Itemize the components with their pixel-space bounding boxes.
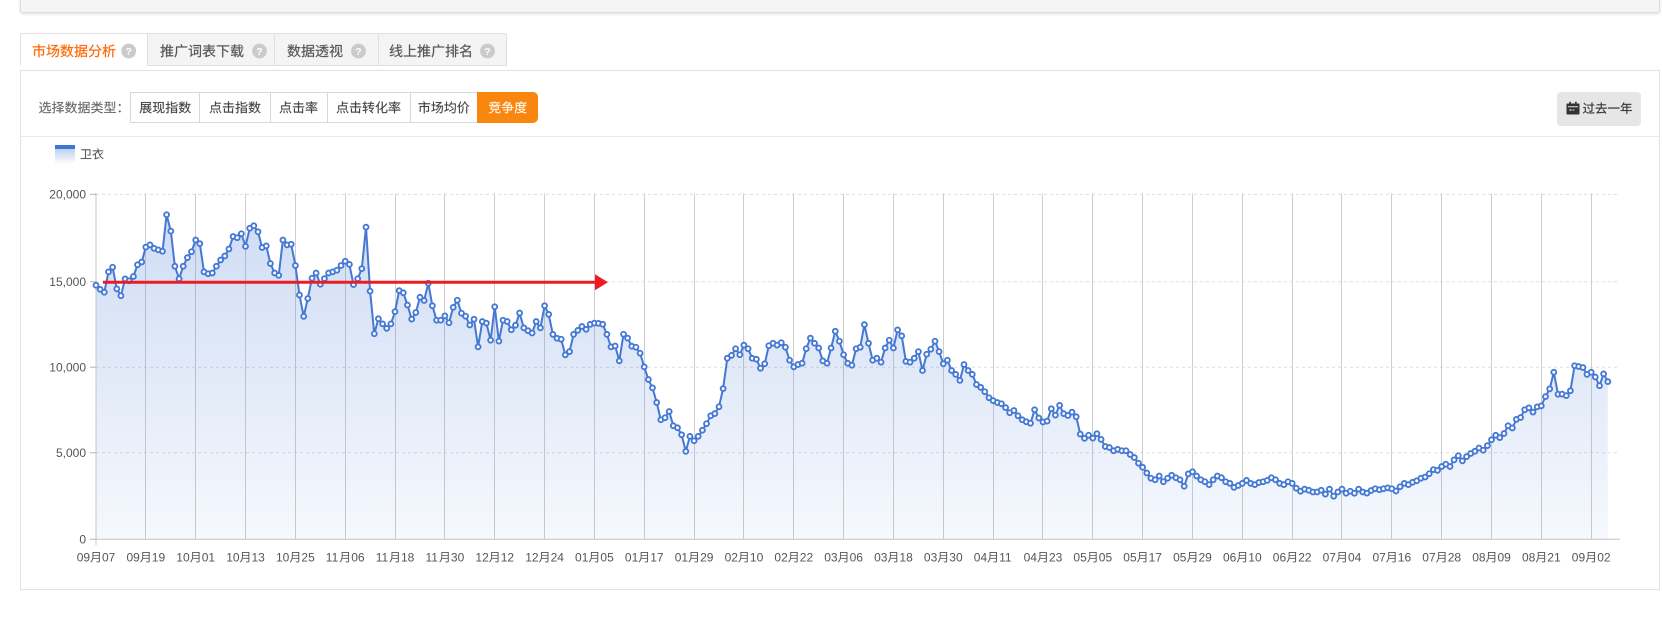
svg-text:11: 11 [426,551,439,565]
svg-text:05: 05 [1173,551,1187,565]
svg-text:04: 04 [1348,551,1362,565]
svg-text:07: 07 [1323,551,1337,565]
svg-text:22: 22 [1298,551,1312,565]
svg-text:29: 29 [700,551,714,565]
svg-text:28: 28 [1448,551,1462,565]
svg-text:?: ? [125,46,131,58]
svg-text:29: 29 [1199,551,1213,565]
svg-text:05: 05 [600,551,614,565]
svg-text:10: 10 [1248,551,1262,565]
svg-text:24: 24 [551,551,565,565]
svg-text:18: 18 [899,551,913,565]
svg-text:03: 03 [874,551,888,565]
svg-text:06: 06 [351,551,365,565]
svg-text:12: 12 [501,551,515,565]
svg-text:06: 06 [850,551,864,565]
svg-text:10: 10 [750,551,764,565]
svg-text:09: 09 [1498,551,1512,565]
svg-text:07: 07 [1422,551,1436,565]
svg-text:?: ? [355,46,361,58]
svg-text:17: 17 [650,551,664,565]
svg-text:01: 01 [575,551,589,565]
svg-text:?: ? [484,46,490,58]
svg-text:15,000: 15,000 [49,275,86,289]
svg-text:09: 09 [77,551,91,565]
svg-text:03: 03 [824,551,838,565]
svg-text:30: 30 [451,551,465,565]
svg-text:?: ? [256,46,262,58]
svg-text:06: 06 [1273,551,1287,565]
svg-text:17: 17 [1149,551,1163,565]
svg-text:11: 11 [326,551,339,565]
svg-text:05: 05 [1123,551,1137,565]
svg-text:08: 08 [1522,551,1536,565]
svg-text:09: 09 [1572,551,1586,565]
svg-text:23: 23 [1049,551,1063,565]
svg-text:09: 09 [127,551,141,565]
svg-text:10: 10 [276,551,290,565]
svg-text:20,000: 20,000 [49,188,86,202]
svg-text:5,000: 5,000 [56,446,86,460]
svg-text:03: 03 [924,551,938,565]
svg-text:05: 05 [1073,551,1087,565]
svg-text:13: 13 [252,551,266,565]
svg-text:01: 01 [625,551,639,565]
svg-text:10,000: 10,000 [49,361,86,375]
svg-text:12: 12 [525,551,539,565]
svg-text:10: 10 [226,551,240,565]
svg-text:0: 0 [79,533,86,547]
svg-text:02: 02 [1597,551,1611,565]
svg-text:16: 16 [1398,551,1412,565]
svg-text:01: 01 [675,551,689,565]
svg-text:02: 02 [725,551,739,565]
svg-text:07: 07 [1373,551,1387,565]
svg-text:04: 04 [974,551,988,565]
svg-text:02: 02 [774,551,788,565]
svg-text:25: 25 [301,551,315,565]
svg-text:18: 18 [401,551,415,565]
svg-text:11: 11 [999,551,1012,565]
svg-text:22: 22 [800,551,814,565]
svg-text:30: 30 [949,551,963,565]
svg-text:04: 04 [1024,551,1038,565]
svg-text:19: 19 [152,551,166,565]
svg-text:11: 11 [376,551,389,565]
svg-text:05: 05 [1099,551,1113,565]
svg-text:10: 10 [176,551,190,565]
svg-text:21: 21 [1547,551,1561,565]
svg-text:07: 07 [102,551,116,565]
svg-text:08: 08 [1472,551,1486,565]
svg-text:01: 01 [202,551,216,565]
svg-text:06: 06 [1223,551,1237,565]
svg-text:12: 12 [475,551,489,565]
